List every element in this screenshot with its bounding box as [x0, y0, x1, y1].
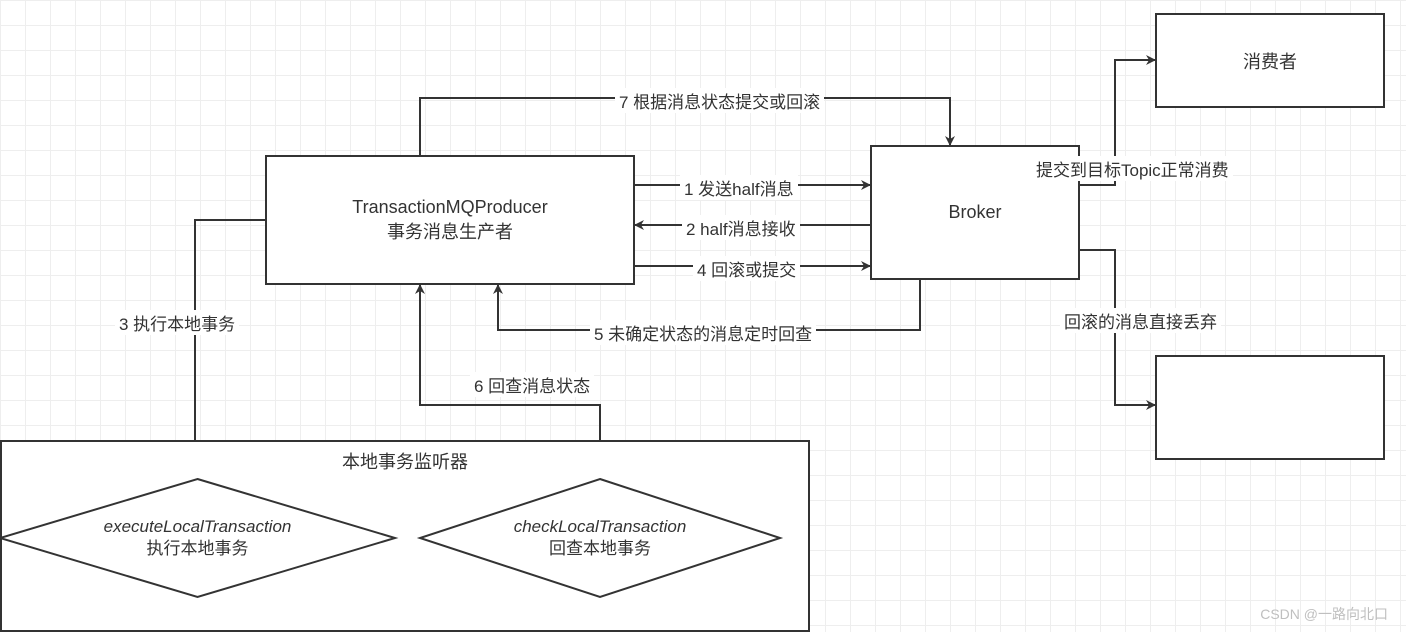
- watermark: CSDN @一路向北口: [1260, 604, 1388, 624]
- label-step2: 2 half消息接收: [682, 215, 800, 240]
- execute-line1: executeLocalTransaction: [0, 516, 395, 538]
- consumer-box: 消费者: [1155, 13, 1385, 108]
- label-step3: 3 执行本地事务: [115, 310, 239, 335]
- execute-diamond: executeLocalTransaction 执行本地事务: [0, 479, 395, 597]
- label-step7: 7 根据消息状态提交或回滚: [615, 88, 824, 113]
- broker-label: Broker: [948, 202, 1001, 223]
- producer-line1: TransactionMQProducer: [352, 197, 547, 218]
- label-step5: 5 未确定状态的消息定时回查: [590, 320, 816, 345]
- producer-line2: 事务消息生产者: [387, 218, 513, 244]
- producer-box: TransactionMQProducer 事务消息生产者: [265, 155, 635, 285]
- execute-line2: 执行本地事务: [0, 538, 395, 560]
- label-step6: 6 回查消息状态: [470, 372, 594, 397]
- consumer-label: 消费者: [1243, 48, 1297, 74]
- label-rollback-drop: 回滚的消息直接丢弃: [1060, 308, 1221, 333]
- check-diamond: checkLocalTransaction 回查本地事务: [420, 479, 780, 597]
- label-topic-commit: 提交到目标Topic正常消费: [1032, 156, 1233, 181]
- label-step4: 4 回滚或提交: [693, 256, 800, 281]
- discard-box: [1155, 355, 1385, 460]
- listener-title: 本地事务监听器: [342, 448, 468, 474]
- check-line2: 回查本地事务: [420, 538, 780, 560]
- check-line1: checkLocalTransaction: [420, 516, 780, 538]
- label-step1: 1 发送half消息: [680, 175, 798, 200]
